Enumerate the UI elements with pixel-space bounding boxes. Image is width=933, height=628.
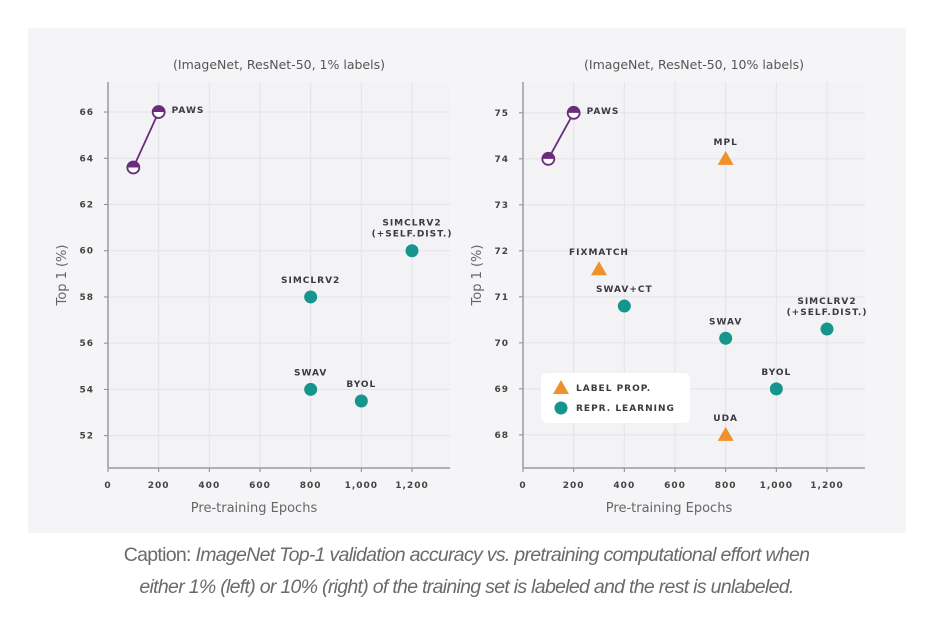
point-label: (+SELF.DIST.) (787, 308, 868, 318)
circle-marker (719, 331, 733, 345)
caption-prefix: Caption: (123, 544, 196, 566)
x-tick-label: 800 (715, 481, 737, 491)
triangle-marker (591, 261, 607, 276)
y-tick-label: 52 (79, 432, 94, 442)
x-tick-label: 600 (249, 481, 271, 491)
point-label: SWAV (709, 317, 742, 327)
y-tick-label: 64 (79, 154, 94, 164)
triangle-marker (553, 380, 569, 394)
triangle-marker (717, 150, 734, 165)
point-label: PAWS (587, 107, 620, 117)
y-tick-label: 72 (494, 247, 509, 257)
chart-right: 0 200 400 600 800 1,000 1,200 68 69 70 71 72 73 74 75 (… (470, 57, 868, 516)
series-swav: SWAV (294, 368, 327, 396)
half-circle-marker-fill (567, 106, 580, 113)
series-simclrv2-self-dist-: SIMCLRV2(+SELF.DIST.) (372, 219, 453, 258)
triangle-marker (717, 426, 734, 441)
chart-title: (ImageNet, ResNet-50, 1% labels) (173, 57, 385, 72)
circle-marker (820, 322, 834, 336)
half-circle-marker-fill (542, 152, 555, 159)
series-mpl: MPL (714, 138, 738, 165)
y-tick-label: 69 (494, 385, 509, 395)
legend-label: REPR. LEARNING (576, 404, 675, 414)
y-tick-label: 60 (79, 247, 94, 257)
point-label: (+SELF.DIST.) (372, 230, 453, 240)
x-tick-label: 200 (148, 481, 170, 491)
circle-marker (554, 401, 568, 415)
series-line (132, 111, 160, 168)
half-circle-marker-fill (127, 161, 140, 168)
y-tick-label: 68 (494, 431, 509, 441)
y-tick-label: 62 (79, 201, 94, 211)
y-tick-label: 74 (494, 155, 509, 165)
x-tick-label: 1,000 (345, 481, 378, 491)
x-tick-label: 0 (519, 481, 526, 491)
series-line (547, 112, 575, 160)
point-label: PAWS (172, 106, 205, 116)
x-tick-label: 200 (563, 481, 585, 491)
point-label: SIMCLRV2 (382, 219, 441, 229)
series-simclrv2: SIMCLRV2 (281, 276, 340, 304)
legend-box (541, 373, 690, 423)
series-swav-ct: SWAV+CT (596, 285, 653, 313)
legend-label: LABEL PROP. (576, 384, 651, 394)
y-tick-label: 71 (494, 293, 509, 303)
caption-line-2: either 1% (left) or 10% (right) of the t… (0, 572, 933, 602)
y-tick-label: 54 (79, 385, 94, 395)
y-tick-label: 56 (79, 339, 94, 349)
circle-marker (354, 394, 368, 408)
point-label: FIXMATCH (569, 248, 629, 258)
point-label: UDA (713, 414, 738, 424)
series-byol: BYOL (346, 380, 376, 408)
x-tick-label: 800 (300, 481, 322, 491)
plot-area (108, 82, 450, 468)
circle-marker (617, 299, 631, 313)
y-tick-label: 66 (79, 108, 94, 118)
y-tick-label: 73 (494, 201, 509, 211)
x-tick-label: 400 (613, 481, 635, 491)
x-tick-label: 1,200 (810, 481, 843, 491)
series-simclrv2-self-dist-: SIMCLRV2(+SELF.DIST.) (787, 297, 868, 336)
series-paws: PAWS (126, 105, 205, 175)
series-swav: SWAV (709, 317, 742, 345)
caption-line-1: Caption: ImageNet Top-1 validation accur… (0, 540, 933, 570)
point-label: SWAV (294, 368, 327, 378)
point-label: SIMCLRV2 (797, 297, 856, 307)
chart-title: (ImageNet, ResNet-50, 10% labels) (584, 57, 804, 72)
caption-text-1: ImageNet Top-1 validation accuracy vs. p… (195, 544, 810, 566)
x-tick-label: 400 (198, 481, 220, 491)
circle-marker (304, 290, 318, 304)
y-tick-label: 70 (494, 339, 509, 349)
point-label: BYOL (346, 380, 376, 390)
legend: LABEL PROP. REPR. LEARNING (541, 373, 690, 423)
half-circle-marker-fill (152, 106, 165, 113)
point-label: MPL (714, 138, 738, 148)
x-tick-label: 600 (664, 481, 686, 491)
x-tick-label: 1,000 (760, 481, 793, 491)
y-tick-label: 75 (494, 109, 509, 119)
point-label: BYOL (761, 368, 791, 378)
caption-text-2: either 1% (left) or 10% (right) of the t… (139, 576, 794, 598)
x-tick-label: 1,200 (395, 481, 428, 491)
series-uda: UDA (713, 414, 738, 441)
x-axis-label: Pre-training Epochs (191, 501, 318, 516)
y-tick-label: 58 (79, 293, 94, 303)
circle-marker (405, 244, 419, 258)
circle-marker (304, 382, 318, 396)
circle-marker (769, 382, 783, 396)
series-fixmatch: FIXMATCH (569, 248, 629, 276)
y-axis-label: Top 1 (%) (470, 245, 485, 307)
x-tick-label: 0 (104, 481, 111, 491)
y-axis-label: Top 1 (%) (55, 245, 70, 307)
series-byol: BYOL (761, 368, 791, 396)
point-label: SWAV+CT (596, 285, 653, 295)
series-paws: PAWS (541, 105, 620, 166)
point-label: SIMCLRV2 (281, 276, 340, 286)
x-axis-label: Pre-training Epochs (606, 501, 733, 516)
chart-left: 0 200 400 600 800 1,000 1,200 52 54 56 58 60 62 64 66 (… (55, 57, 453, 516)
